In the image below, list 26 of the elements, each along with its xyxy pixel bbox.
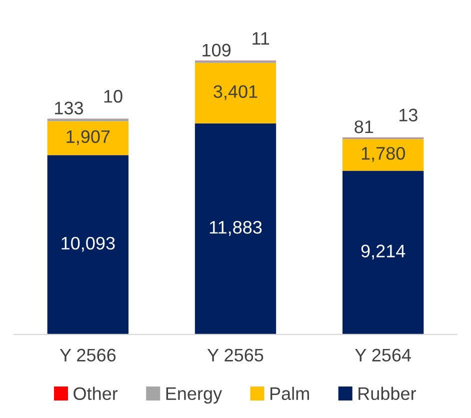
data-label: 3,401	[214, 85, 258, 100]
legend-label: Other	[74, 386, 118, 400]
legend-label: Palm	[270, 386, 309, 400]
x-tick-label: Y 2566	[60, 348, 116, 362]
bar	[194, 123, 276, 334]
data-label: 81	[354, 120, 374, 134]
data-label: 109	[202, 44, 231, 57]
bar	[47, 118, 129, 122]
data-label: 1,780	[362, 147, 405, 162]
x-tick-label: Y 2564	[355, 348, 412, 362]
x-tick-label: Y 2565	[207, 348, 264, 362]
bar	[194, 62, 276, 124]
data-label: 133	[55, 102, 84, 114]
bar	[47, 121, 129, 156]
legend-label: Rubber	[358, 386, 416, 400]
bar	[342, 170, 424, 334]
data-label: 1,907	[66, 130, 110, 146]
legend-label: Energy	[166, 387, 222, 404]
data-label: 10	[104, 90, 122, 103]
data-label: 9,214	[361, 244, 406, 260]
data-label: 11	[252, 32, 270, 45]
bar	[47, 155, 129, 334]
data-label: 10,093	[62, 236, 115, 252]
bar	[342, 139, 424, 171]
data-label: 11,883	[210, 220, 262, 236]
data-label: 13	[400, 108, 418, 122]
